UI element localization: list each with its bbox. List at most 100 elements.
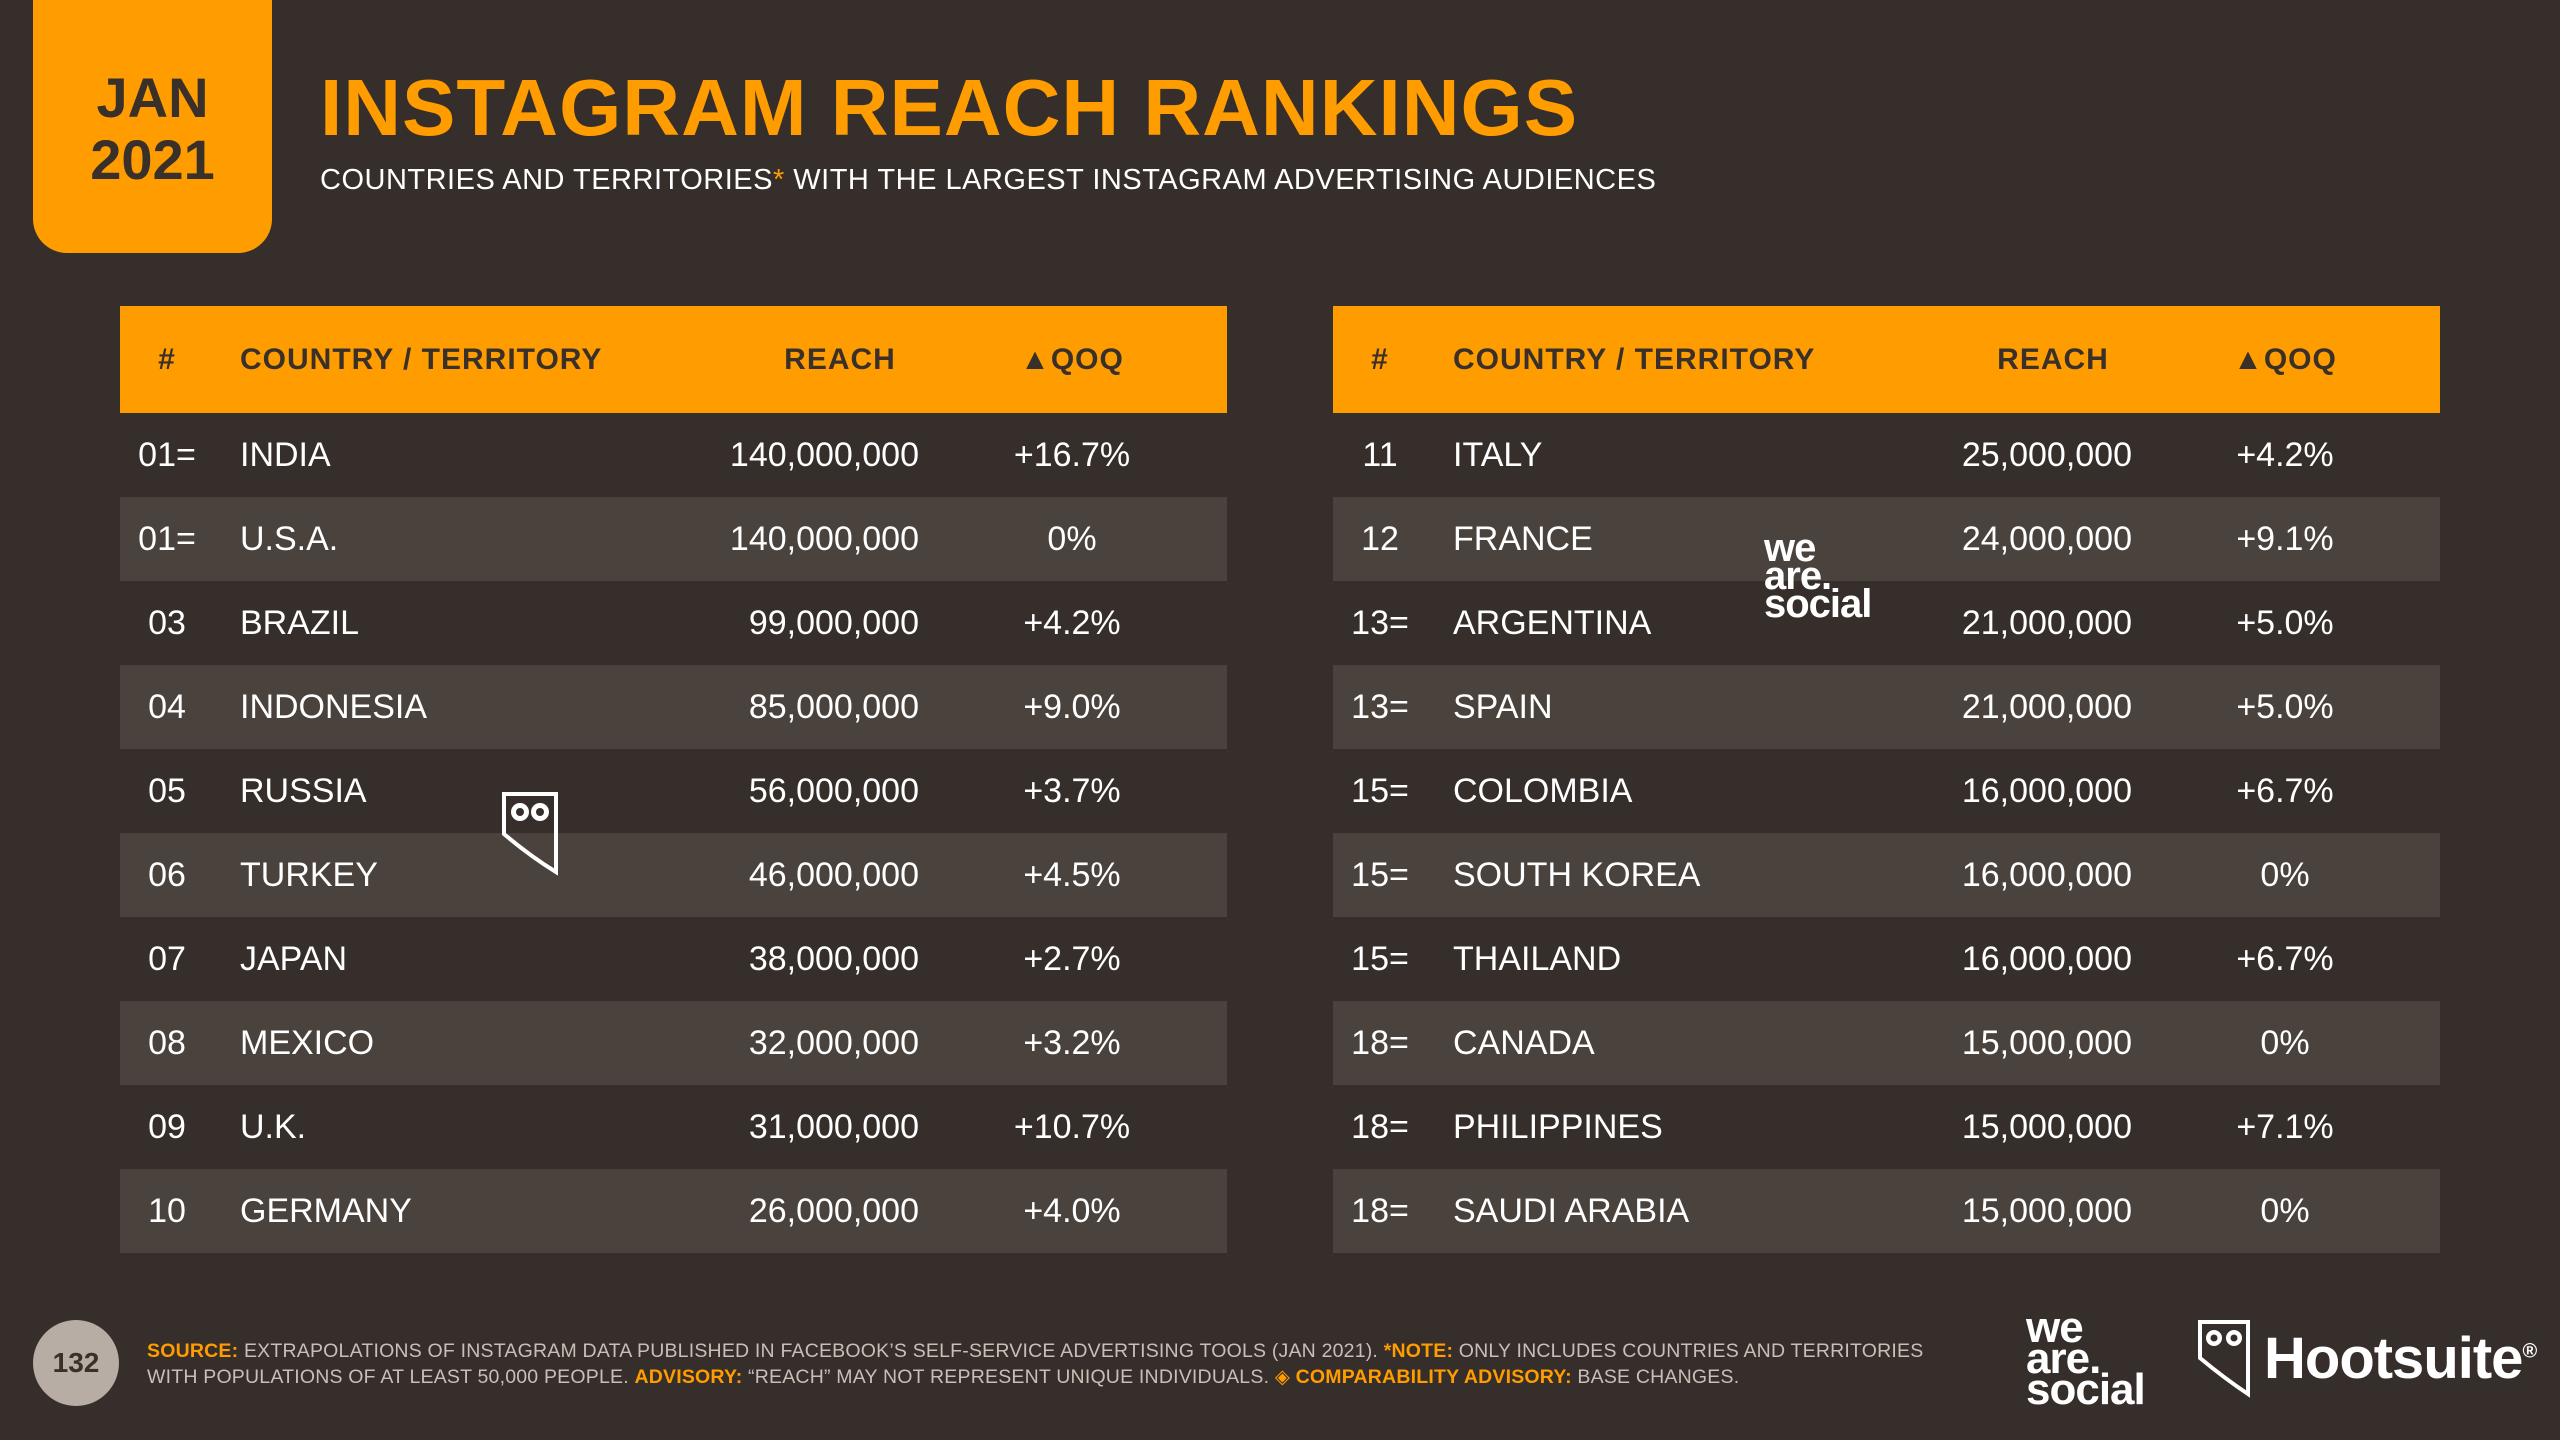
- rank-cell: 12: [1361, 520, 1399, 558]
- qoq-cell: +4.2%: [1023, 604, 1121, 642]
- country-cell: COLOMBIA: [1453, 772, 1633, 810]
- rank-cell: 08: [148, 1024, 186, 1062]
- rank-cell: 10: [148, 1192, 186, 1230]
- table-row: 11 ITALY 25,000,000 +4.2%: [1333, 413, 2440, 497]
- reach-cell: 85,000,000: [748, 688, 919, 726]
- comparability-text: BASE CHANGES.: [1571, 1366, 1740, 1388]
- qoq-cell: +10.7%: [1013, 1108, 1131, 1146]
- watermark-line: we: [1764, 526, 1816, 570]
- reach-cell: 46,000,000: [748, 856, 919, 894]
- country-cell: ARGENTINA: [1453, 604, 1652, 642]
- reach-cell: 15,000,000: [1961, 1192, 2132, 1230]
- qoq-cell: +9.0%: [1023, 688, 1121, 726]
- hootsuite-logo: Hootsuite®: [2196, 1316, 2537, 1400]
- watermark-line: are.: [1764, 554, 1832, 598]
- rank-cell: 15=: [1351, 856, 1409, 894]
- reach-cell: 21,000,000: [1961, 604, 2132, 642]
- watermark-line: social: [1764, 582, 1872, 626]
- header-reach: REACH: [1997, 343, 2109, 376]
- date-month: JAN: [96, 65, 209, 129]
- country-cell: TURKEY: [240, 856, 378, 894]
- date-badge: JAN 2021: [33, 0, 272, 253]
- qoq-cell: +4.0%: [1023, 1192, 1121, 1230]
- source-text: EXTRAPOLATIONS OF INSTAGRAM DATA PUBLISH…: [238, 1340, 1384, 1362]
- reach-cell: 16,000,000: [1961, 856, 2132, 894]
- rank-cell: 13=: [1351, 688, 1409, 726]
- rank-cell: 01=: [138, 520, 196, 558]
- rank-cell: 13=: [1351, 604, 1409, 642]
- rank-cell: 03: [148, 604, 186, 642]
- country-cell: U.S.A.: [240, 520, 339, 558]
- logo-line: social: [2026, 1365, 2146, 1414]
- reach-cell: 15,000,000: [1961, 1108, 2132, 1146]
- qoq-cell: +4.5%: [1023, 856, 1121, 894]
- comparability-label: ◈ COMPARABILITY ADVISORY:: [1274, 1366, 1572, 1388]
- table-row: 12 FRANCE 24,000,000 +9.1%: [1333, 497, 2440, 581]
- table-row: 10 GERMANY 26,000,000 +4.0%: [120, 1169, 1227, 1253]
- table-row: 09 U.K. 31,000,000 +10.7%: [120, 1085, 1227, 1169]
- qoq-cell: +6.7%: [2236, 940, 2334, 978]
- rank-cell: 07: [148, 940, 186, 978]
- reach-cell: 15,000,000: [1961, 1024, 2132, 1062]
- reach-cell: 38,000,000: [748, 940, 919, 978]
- rank-cell: 18=: [1351, 1108, 1409, 1146]
- country-cell: RUSSIA: [240, 772, 367, 810]
- source-footnote: SOURCE: EXTRAPOLATIONS OF INSTAGRAM DATA…: [147, 1338, 1947, 1390]
- rank-cell: 18=: [1351, 1024, 1409, 1062]
- header-reach: REACH: [784, 343, 896, 376]
- hootsuite-owl-watermark-icon: [502, 792, 558, 876]
- reach-cell: 16,000,000: [1961, 772, 2132, 810]
- rank-cell: 01=: [138, 436, 196, 474]
- country-cell: INDONESIA: [240, 688, 428, 726]
- table-row: 18= CANADA 15,000,000 0%: [1333, 1001, 2440, 1085]
- reach-cell: 32,000,000: [748, 1024, 919, 1062]
- country-cell: MEXICO: [240, 1024, 375, 1062]
- country-cell: CANADA: [1453, 1024, 1595, 1062]
- country-cell: THAILAND: [1453, 940, 1622, 978]
- country-cell: SPAIN: [1453, 688, 1553, 726]
- rank-cell: 09: [148, 1108, 186, 1146]
- logo-line: we: [2026, 1303, 2084, 1352]
- ranking-table-left: # COUNTRY / TERRITORY REACH ▲QOQ 01= INDI…: [120, 306, 1227, 1253]
- table-row: 15= THAILAND 16,000,000 +6.7%: [1333, 917, 2440, 1001]
- qoq-cell: +7.1%: [2236, 1108, 2334, 1146]
- hootsuite-owl-icon: [2198, 1320, 2250, 1398]
- reach-cell: 26,000,000: [748, 1192, 919, 1230]
- rank-cell: 05: [148, 772, 186, 810]
- registered-mark: ®: [2522, 1340, 2537, 1363]
- header-rank: #: [158, 343, 176, 376]
- advisory-label: ADVISORY:: [634, 1366, 743, 1388]
- table-row: 18= PHILIPPINES 15,000,000 +7.1%: [1333, 1085, 2440, 1169]
- hootsuite-wordmark: Hootsuite®: [2264, 1325, 2537, 1392]
- table-row: 13= SPAIN 21,000,000 +5.0%: [1333, 665, 2440, 749]
- table-row: 05 RUSSIA 56,000,000 +3.7%: [120, 749, 1227, 833]
- header-rank: #: [1371, 343, 1389, 376]
- qoq-cell: +9.1%: [2236, 520, 2334, 558]
- qoq-cell: 0%: [2260, 856, 2310, 894]
- qoq-cell: +3.2%: [1023, 1024, 1121, 1062]
- table-row: 15= COLOMBIA 16,000,000 +6.7%: [1333, 749, 2440, 833]
- reach-cell: 140,000,000: [729, 436, 919, 474]
- ranking-table-right: # COUNTRY / TERRITORY REACH ▲QOQ 11 ITALY…: [1333, 306, 2440, 1253]
- qoq-cell: 0%: [2260, 1192, 2310, 1230]
- table-row: 06 TURKEY 46,000,000 +4.5%: [120, 833, 1227, 917]
- country-cell: FRANCE: [1453, 520, 1593, 558]
- qoq-cell: +5.0%: [2236, 688, 2334, 726]
- qoq-cell: +2.7%: [1023, 940, 1121, 978]
- reach-cell: 31,000,000: [748, 1108, 919, 1146]
- table-row: 15= SOUTH KOREA 16,000,000 0%: [1333, 833, 2440, 917]
- rank-cell: 04: [148, 688, 186, 726]
- table-row: 04 INDONESIA 85,000,000 +9.0%: [120, 665, 1227, 749]
- page-subtitle: COUNTRIES AND TERRITORIES* WITH THE LARG…: [320, 164, 1656, 197]
- table-row: 13= ARGENTINA 21,000,000 +5.0%: [1333, 581, 2440, 665]
- table-row: 07 JAPAN 38,000,000 +2.7%: [120, 917, 1227, 1001]
- rank-cell: 15=: [1351, 940, 1409, 978]
- header-qoq: ▲QOQ: [1020, 343, 1124, 376]
- qoq-cell: +3.7%: [1023, 772, 1121, 810]
- rank-cell: 06: [148, 856, 186, 894]
- country-cell: SOUTH KOREA: [1453, 856, 1701, 894]
- table-body: 01= INDIA 140,000,000 +16.7% 01= U.S.A. 140,00…: [120, 413, 1227, 1253]
- reach-cell: 99,000,000: [748, 604, 919, 642]
- qoq-cell: +4.2%: [2236, 436, 2334, 474]
- header-qoq: ▲QOQ: [2233, 343, 2337, 376]
